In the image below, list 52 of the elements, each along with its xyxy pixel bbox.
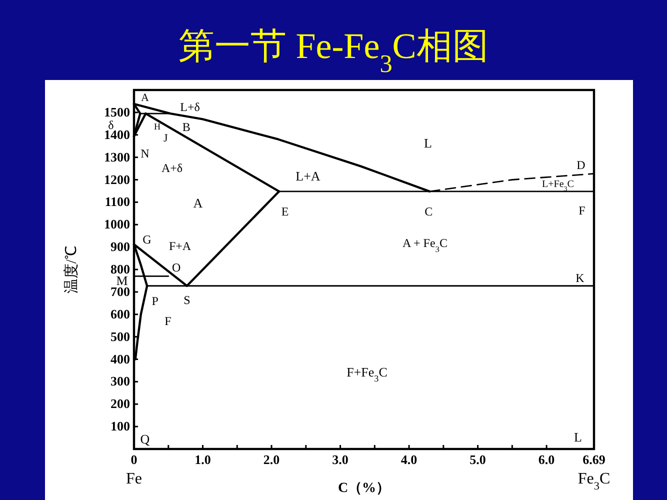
annotation: F+A <box>168 239 192 254</box>
x-tick-label: 2.0 <box>263 452 280 467</box>
annotation: K <box>576 271 585 286</box>
annotation: Q <box>140 432 150 447</box>
annotation: O <box>172 260 182 274</box>
y-tick-label: 500 <box>110 328 130 344</box>
annotation: J <box>164 132 169 144</box>
y-tick-label: 1300 <box>104 149 130 164</box>
y-tick-label: 600 <box>110 306 130 322</box>
annotation: A <box>141 92 150 104</box>
text: δ <box>108 118 114 132</box>
text: Fe <box>126 470 142 488</box>
x-tick-label: 4.0 <box>400 452 418 467</box>
annotation: F+Fe$_{3}$C <box>346 364 388 384</box>
annotation: E <box>281 204 289 219</box>
annotation: F <box>578 204 586 218</box>
annotation: D <box>576 158 586 172</box>
annotation: B <box>182 120 190 134</box>
annotation: P <box>152 294 159 308</box>
y-axis-title: 温度/℃ <box>63 245 80 294</box>
annotation: N <box>140 146 150 160</box>
x-tick-label: 3.0 <box>332 452 348 467</box>
annotation: C <box>424 204 433 219</box>
x-tick-label: 5.0 <box>470 452 486 467</box>
x-tick-label: 1.0 <box>194 452 211 467</box>
y-tick-label: 1200 <box>104 172 130 187</box>
x-tick-label: 6.69 <box>582 452 606 467</box>
y-tick-label: 900 <box>110 239 130 254</box>
annotation: F <box>164 314 172 328</box>
y-tick-label: 200 <box>110 396 130 412</box>
annotation: L+Fe$_{3}$C <box>542 179 574 194</box>
chart-title: 第一节 Fe-Fe$_{3}$C相图 <box>178 26 488 78</box>
y-tick-label: 1500 <box>104 104 130 120</box>
annotation: G <box>142 232 152 247</box>
annotation: L+δ <box>180 100 200 114</box>
annotation: S <box>184 293 190 308</box>
y-tick-label: 100 <box>110 418 130 434</box>
annotation: L+A <box>296 168 321 184</box>
x-tick-label: 6.0 <box>538 452 555 467</box>
annotation: H <box>154 122 161 132</box>
y-tick-label: 300 <box>110 374 130 389</box>
annotation: A + Fe$_{3}$C <box>402 236 448 254</box>
x-tick-label: 0 <box>130 452 138 467</box>
annotation: A <box>193 196 204 211</box>
y-tick-label: 400 <box>110 351 130 366</box>
x-axis-title: C（%） <box>338 481 390 496</box>
text: Fe$_{3}$C <box>578 470 610 493</box>
annotation: A+δ <box>161 161 183 176</box>
y-tick-label: 1000 <box>104 216 130 232</box>
annotation: L <box>574 430 582 445</box>
annotation: L <box>424 136 432 151</box>
y-tick-label: 1100 <box>104 194 130 210</box>
